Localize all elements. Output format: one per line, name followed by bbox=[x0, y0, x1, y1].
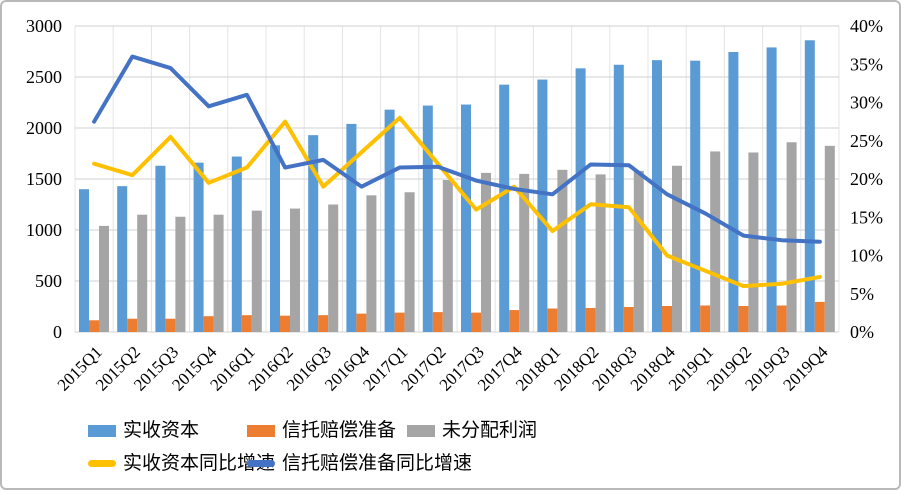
bar-paid-in-capital bbox=[384, 109, 395, 332]
bar-trust-compensation-reserve bbox=[738, 305, 749, 332]
bar-trust-compensation-reserve bbox=[89, 320, 99, 332]
bar-undistributed-profit bbox=[557, 169, 568, 332]
bar-undistributed-profit bbox=[99, 225, 109, 332]
bar-paid-in-capital bbox=[537, 79, 548, 332]
bar-trust-compensation-reserve bbox=[165, 318, 176, 332]
bar-undistributed-profit bbox=[366, 195, 377, 332]
bar-paid-in-capital bbox=[270, 145, 280, 332]
bar-trust-compensation-reserve bbox=[356, 313, 367, 332]
bar-paid-in-capital bbox=[804, 40, 815, 332]
bar-undistributed-profit bbox=[442, 180, 453, 332]
bar-trust-compensation-reserve bbox=[471, 312, 481, 332]
bar-paid-in-capital bbox=[193, 162, 204, 332]
bar-trust-compensation-reserve bbox=[241, 315, 252, 332]
bar-paid-in-capital bbox=[652, 60, 662, 333]
bar-trust-compensation-reserve bbox=[814, 301, 825, 332]
bar-paid-in-capital bbox=[231, 156, 242, 332]
right-axis-tick-label: 35% bbox=[850, 54, 883, 74]
bar-undistributed-profit bbox=[710, 151, 721, 332]
bar-undistributed-profit bbox=[633, 170, 644, 332]
paid-in-capital-growth-line bbox=[92, 115, 822, 289]
left-axis-tick-label: 500 bbox=[35, 271, 62, 291]
bar-paid-in-capital bbox=[766, 47, 777, 333]
legend-item-paid-in-capital: 实收资本 bbox=[88, 421, 199, 440]
bar-undistributed-profit bbox=[519, 173, 530, 332]
bar-paid-in-capital bbox=[422, 105, 433, 332]
bar-paid-in-capital bbox=[613, 64, 624, 332]
right-axis-tick-label: 40% bbox=[850, 16, 883, 36]
bar-trust-compensation-reserve bbox=[623, 307, 634, 332]
bar-paid-in-capital bbox=[461, 104, 471, 332]
bar-trust-compensation-reserve bbox=[280, 315, 290, 332]
bar-paid-in-capital bbox=[575, 68, 586, 332]
left-axis-tick-label: 0 bbox=[53, 322, 62, 342]
right-axis-tick-label: 25% bbox=[850, 131, 883, 151]
bar-undistributed-profit bbox=[328, 204, 339, 332]
bar-trust-compensation-reserve bbox=[776, 305, 787, 332]
right-axis-tick-label: 0% bbox=[850, 322, 874, 342]
right-axis-tick-label: 30% bbox=[850, 93, 883, 113]
bar-paid-in-capital bbox=[79, 189, 89, 332]
bar-trust-compensation-reserve bbox=[662, 305, 672, 332]
bar-undistributed-profit bbox=[748, 152, 759, 332]
bar-undistributed-profit bbox=[175, 216, 186, 332]
bar-undistributed-profit bbox=[404, 192, 415, 332]
trust-reserve-growth-line bbox=[92, 54, 822, 244]
bar-paid-in-capital bbox=[690, 60, 701, 333]
legend-label: 未分配利润 bbox=[442, 420, 538, 441]
bar-undistributed-profit bbox=[786, 142, 797, 332]
bar-paid-in-capital bbox=[346, 123, 357, 332]
legend-swatch-paid-in-capital-bar bbox=[88, 424, 116, 437]
right-axis-tick-label: 15% bbox=[850, 207, 883, 227]
bar-trust-compensation-reserve bbox=[203, 316, 214, 332]
legend-swatch-trust-reserve-bar bbox=[247, 424, 275, 437]
bar-trust-compensation-reserve bbox=[127, 318, 138, 332]
bar-undistributed-profit bbox=[290, 208, 300, 332]
legend-label: 实收资本同比增速 bbox=[123, 453, 276, 474]
bar-trust-compensation-reserve bbox=[700, 305, 711, 332]
left-axis-tick-label: 1000 bbox=[26, 220, 62, 240]
left-axis-tick-label: 2500 bbox=[26, 67, 62, 87]
legend-item-undistributed-profit: 未分配利润 bbox=[407, 421, 537, 440]
bar-undistributed-profit bbox=[595, 174, 606, 332]
bar-trust-compensation-reserve bbox=[547, 308, 558, 332]
legend-label: 信托赔偿准备同比增速 bbox=[282, 453, 473, 474]
legend-item-trust-reserve-growth: 信托赔偿准备同比增速 bbox=[247, 454, 472, 473]
right-axis-tick-label: 10% bbox=[850, 246, 883, 266]
bar-undistributed-profit bbox=[672, 165, 682, 332]
legend-swatch-trust-reserve-growth-line bbox=[247, 460, 275, 467]
right-axis-tick-label: 5% bbox=[850, 284, 874, 304]
left-axis-tick-label: 2000 bbox=[26, 118, 62, 138]
bar-paid-in-capital bbox=[117, 186, 128, 332]
bar-paid-in-capital bbox=[155, 165, 166, 332]
bar-undistributed-profit bbox=[251, 210, 262, 332]
bar-trust-compensation-reserve bbox=[432, 312, 443, 332]
bar-trust-compensation-reserve bbox=[509, 310, 520, 332]
bar-trust-compensation-reserve bbox=[318, 315, 329, 332]
left-axis-tick-label: 1500 bbox=[26, 169, 62, 189]
legend-label: 实收资本 bbox=[123, 420, 200, 441]
right-axis-tick-label: 20% bbox=[850, 169, 883, 189]
legend-item-paid-in-capital-growth: 实收资本同比增速 bbox=[88, 454, 275, 473]
legend-item-trust-compensation-reserve: 信托赔偿准备 bbox=[247, 421, 396, 440]
legend-swatch-paid-in-capital-growth-line bbox=[88, 460, 116, 467]
bar-undistributed-profit bbox=[481, 172, 491, 332]
bar-undistributed-profit bbox=[213, 214, 224, 332]
legend-swatch-undistributed-profit-bar bbox=[407, 424, 435, 437]
bar-trust-compensation-reserve bbox=[585, 308, 596, 332]
left-axis-tick-label: 3000 bbox=[26, 16, 62, 36]
bar-paid-in-capital bbox=[499, 84, 510, 333]
bar-undistributed-profit bbox=[137, 214, 148, 332]
bar-paid-in-capital bbox=[308, 135, 319, 332]
bar-trust-compensation-reserve bbox=[394, 312, 405, 332]
bar-paid-in-capital bbox=[728, 52, 739, 332]
legend-label: 信托赔偿准备 bbox=[282, 420, 397, 441]
bar-undistributed-profit bbox=[824, 145, 835, 332]
